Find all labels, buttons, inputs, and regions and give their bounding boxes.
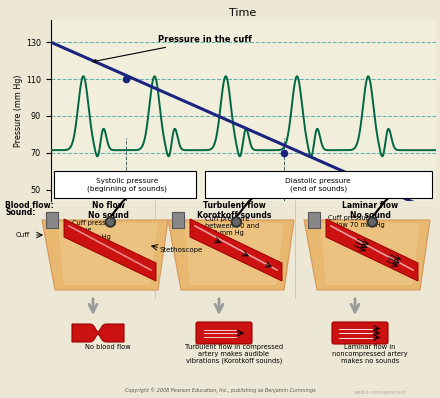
Text: Cuff pressure
between 70 and
110 mm Hg: Cuff pressure between 70 and 110 mm Hg: [205, 216, 259, 236]
Polygon shape: [320, 223, 420, 285]
Circle shape: [105, 217, 115, 227]
Text: Blood flow:: Blood flow:: [5, 201, 54, 210]
Polygon shape: [184, 223, 284, 285]
Polygon shape: [190, 219, 282, 281]
Circle shape: [369, 219, 375, 225]
FancyBboxPatch shape: [308, 212, 320, 228]
Text: No flow
No sound: No flow No sound: [88, 201, 128, 220]
Text: Sound:: Sound:: [5, 208, 35, 217]
Polygon shape: [58, 223, 158, 285]
Text: Diastolic pressure
(end of sounds): Diastolic pressure (end of sounds): [286, 178, 351, 192]
FancyBboxPatch shape: [46, 212, 58, 228]
Text: Cuff pressure
above
110 mm Hg: Cuff pressure above 110 mm Hg: [72, 220, 117, 240]
FancyBboxPatch shape: [196, 322, 252, 344]
Text: Systolic pressure
(beginning of sounds): Systolic pressure (beginning of sounds): [87, 178, 167, 192]
FancyBboxPatch shape: [205, 172, 432, 198]
Text: Stethoscope: Stethoscope: [160, 247, 203, 253]
Polygon shape: [304, 220, 430, 290]
Polygon shape: [64, 219, 156, 281]
Text: Cuff: Cuff: [16, 232, 30, 238]
Text: Pressure in the cuff: Pressure in the cuff: [93, 35, 252, 62]
Text: Laminar flow
No sound: Laminar flow No sound: [342, 201, 398, 220]
Text: No blood flow: No blood flow: [85, 344, 131, 350]
Text: Copyright © 2008 Pearson Education, Inc., publishing as Benjamin Cummings: Copyright © 2008 Pearson Education, Inc.…: [125, 387, 315, 393]
Y-axis label: Pressure (mm Hg): Pressure (mm Hg): [14, 74, 23, 147]
Title: Time: Time: [230, 8, 257, 18]
Text: Turbulent flow in compressed
artery makes audible
vibrations (Korotkoff sounds): Turbulent flow in compressed artery make…: [185, 344, 283, 365]
Text: Cuff pressure
below 70 mm Hg: Cuff pressure below 70 mm Hg: [328, 215, 385, 228]
Text: weibo.com/apocrest: weibo.com/apocrest: [354, 390, 407, 395]
Polygon shape: [326, 219, 418, 281]
FancyBboxPatch shape: [332, 322, 388, 344]
Circle shape: [233, 219, 239, 225]
FancyBboxPatch shape: [54, 172, 196, 198]
FancyBboxPatch shape: [172, 212, 184, 228]
Polygon shape: [72, 324, 124, 342]
Circle shape: [367, 217, 378, 227]
Circle shape: [231, 217, 241, 227]
Polygon shape: [42, 220, 168, 290]
Text: Turbulent flow
Korotkoff sounds: Turbulent flow Korotkoff sounds: [197, 201, 271, 220]
Text: Laminar flow in
noncompressed artery
makes no sounds: Laminar flow in noncompressed artery mak…: [332, 344, 408, 364]
Circle shape: [107, 219, 114, 225]
Polygon shape: [168, 220, 294, 290]
